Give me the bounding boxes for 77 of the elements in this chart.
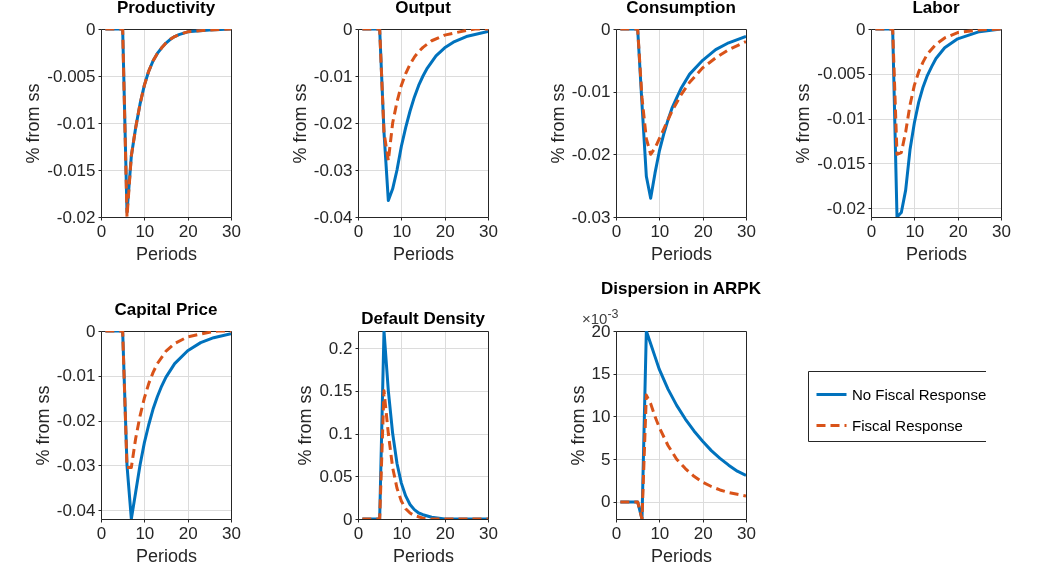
x-tick-label: 30 [992,221,1011,241]
y-tick-label: -0.01 [826,109,866,129]
x-axis-title: Periods [905,243,968,264]
x-tick-label: 10 [392,523,412,543]
y-tick-label: -0.015 [817,153,866,173]
y-tick-label: 5 [601,449,611,469]
y-tick-label: -0.04 [313,207,353,227]
y-tick-label: -0.02 [571,144,611,164]
y-tick-label: -0.005 [817,64,866,84]
y-tick-label: 0 [343,509,353,529]
y-axis-title: % from ss [32,385,53,466]
chart-title: Dispersion in ARPK [601,279,762,298]
y-tick-label: 0 [856,19,866,39]
x-axis-title: Periods [392,243,455,264]
x-tick-label: 20 [693,221,713,241]
y-tick-label: -0.01 [571,82,611,102]
y-axis-title: % from ss [567,385,588,466]
x-tick-label: 30 [737,221,756,241]
y-tick-label: 0.1 [328,424,353,444]
x-tick-label: 10 [392,221,412,241]
x-axis-title: Periods [135,243,198,264]
y-tick-label: 0 [86,321,96,341]
y-axis-title: % from ss [295,385,316,466]
x-tick-label: 20 [178,221,198,241]
y-tick-label: 0 [601,492,611,512]
y-tick-label: 15 [591,364,611,384]
x-tick-label: 10 [135,523,155,543]
chart-title: Productivity [116,0,216,17]
y-tick-label: -0.01 [56,113,96,133]
x-axis-title: Periods [392,545,455,566]
x-tick-label: 10 [650,221,670,241]
y-tick-label: 0 [601,19,611,39]
y-tick-label: -0.03 [571,207,611,227]
y-tick-label: 0.05 [319,466,353,486]
x-tick-label: 30 [479,221,498,241]
x-axis-title: Periods [135,545,198,566]
chart-title: Consumption [626,0,736,17]
x-tick-label: 10 [650,523,670,543]
legend-label: Fiscal Response [852,416,963,434]
y-axis-title: % from ss [793,83,814,164]
y-tick-label: 0.15 [319,381,353,401]
y-tick-label: 10 [591,406,611,426]
y-tick-label: -0.02 [313,113,353,133]
x-tick-label: 30 [222,221,241,241]
y-tick-label: 0.2 [328,338,353,358]
y-tick-label: -0.01 [313,66,353,86]
x-tick-label: 20 [948,221,968,241]
x-tick-label: 30 [222,523,241,543]
y-tick-label: -0.03 [56,455,96,475]
y-tick-label: -0.03 [313,160,353,180]
y-axis-title: % from ss [547,83,568,164]
chart-title: Capital Price [114,300,218,319]
x-tick-label: 30 [737,523,756,543]
y-tick-label: -0.04 [56,500,96,520]
y-tick-label: -0.02 [56,411,96,431]
chart-title: Default Density [361,309,486,328]
chart-title: Labor [912,0,960,17]
x-tick-label: 20 [435,523,455,543]
x-tick-label: 20 [435,221,455,241]
y-axis-title: % from ss [289,83,310,164]
y-tick-label: -0.02 [56,207,96,227]
chart-title: Output [395,0,452,17]
x-tick-label: 10 [135,221,155,241]
y-tick-label: -0.02 [826,198,866,218]
y-tick-label: -0.005 [47,66,96,86]
x-axis-title: Periods [650,545,713,566]
y-tick-label: 0 [86,19,96,39]
legend-label: No Fiscal Response [852,385,987,403]
y-tick-label: 0 [343,19,353,39]
y-axis-title: % from ss [23,83,44,164]
x-tick-label: 30 [479,523,498,543]
x-axis-title: Periods [650,243,713,264]
x-tick-label: 20 [693,523,713,543]
x-tick-label: 10 [905,221,925,241]
y-tick-label: -0.01 [56,366,96,386]
x-tick-label: 20 [178,523,198,543]
y-tick-label: -0.015 [47,160,96,180]
